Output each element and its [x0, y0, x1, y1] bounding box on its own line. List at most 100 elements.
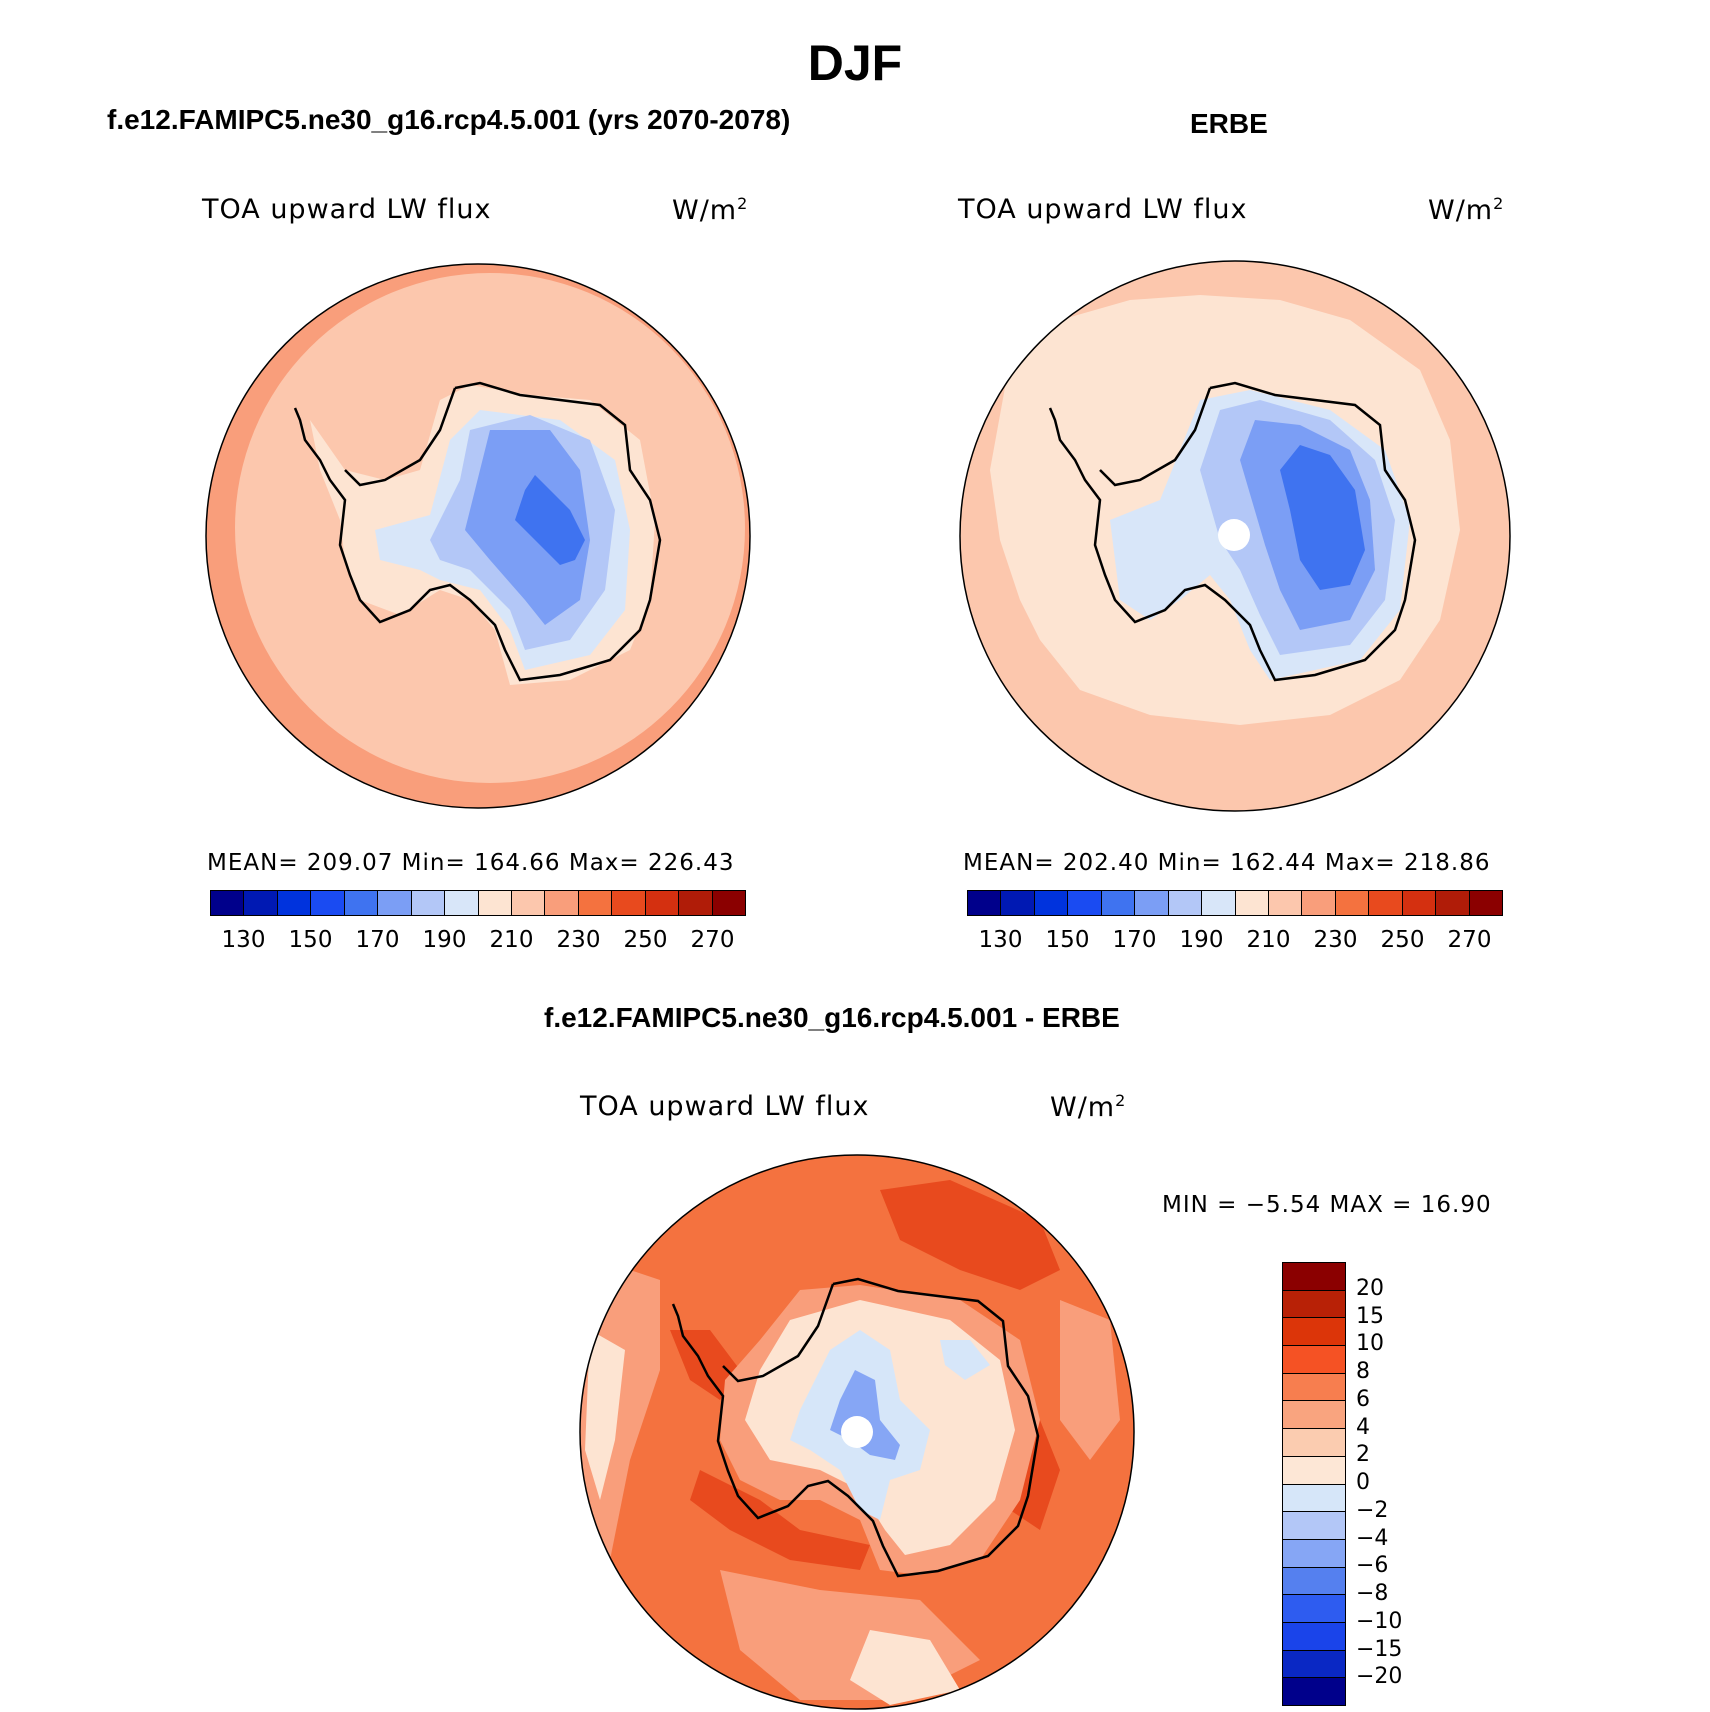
panel-1-colorbar-tick-label: 170: [355, 927, 400, 953]
panel-3-colorbar-swatch: [1283, 1595, 1345, 1623]
panel-3-colorbar-swatch: [1283, 1622, 1345, 1651]
panel-2-colorbar-swatch: [1369, 891, 1403, 915]
panel-3-colorbar-swatch: [1283, 1401, 1345, 1430]
panel-2-colorbar-swatch: [1268, 891, 1303, 915]
panel-3-map-border: [579, 1154, 1135, 1710]
panel-2-map-border: [959, 260, 1511, 812]
panel-1-colorbar: [210, 890, 746, 916]
panel-1-colorbar-tick-label: 190: [422, 927, 467, 953]
panel-2-colorbar-swatch: [1469, 891, 1502, 915]
panel-3-colorbar-swatch: [1283, 1650, 1345, 1679]
panel-3-high-2: [690, 1470, 870, 1570]
panel-3-title: f.e12.FAMIPC5.ne30_g16.rcp4.5.001 - ERBE: [544, 1002, 1120, 1033]
panel-2-colorbar-swatch: [1034, 891, 1069, 915]
panel-2-colorbar-swatch: [968, 891, 1002, 915]
panel-1-colorbar-swatch: [344, 891, 379, 915]
panel-3-colorbar-swatch: [1283, 1678, 1345, 1705]
panel-2-colorbar-labels: 130 150 170 190 210 230 250 270: [967, 927, 1503, 957]
panel-2-colorbar-tick-label: 170: [1112, 927, 1157, 953]
panel-2-stats: MEAN= 202.40 Min= 162.44 Max= 218.86: [963, 850, 1491, 876]
panel-3-colorbar-tick-label: 20: [1356, 1275, 1384, 1301]
panel-1-variable: TOA upward LW flux: [202, 194, 492, 225]
panel-3-low-1: [585, 1330, 625, 1500]
panel-1-colorbar-swatch: [645, 891, 680, 915]
page-title: DJF: [807, 35, 903, 91]
panel-3-colorbar-tick-label: 4: [1356, 1414, 1370, 1440]
panel-2-colorbar-tick-label: 210: [1246, 927, 1291, 953]
panel-3-high-1: [880, 1180, 1060, 1290]
panel-1-colorbar-labels: 130 150 170 190 210 230 250 270: [210, 927, 746, 957]
panel-1-colorbar-swatch: [445, 891, 479, 915]
panel-3-low-2: [850, 1630, 960, 1705]
panel-3-mid-3: [1060, 1300, 1120, 1460]
panel-2-coastline: [1048, 381, 1417, 682]
panel-3-neg-1b: [940, 1340, 990, 1380]
panel-1-colorbar-tick-label: 130: [221, 927, 266, 953]
panel-3-colorbar-swatch: [1283, 1346, 1345, 1374]
panel-2-colorbar-tick-label: 150: [1045, 927, 1090, 953]
panel-3-colorbar-swatch: [1283, 1263, 1345, 1291]
panel-2-pole-hole: [1218, 519, 1250, 551]
panel-2-colorbar-swatch: [1068, 891, 1102, 915]
panel-3-colorbar-tick-label: 2: [1356, 1442, 1370, 1468]
panel-1-colorbar-tick-label: 250: [623, 927, 668, 953]
panel-1-colorbar-tick-label: 230: [556, 927, 601, 953]
panel-3-colorbar-tick-label: −2: [1356, 1497, 1389, 1523]
panel-2-colorbar-swatch: [1135, 891, 1169, 915]
panel-1-colorbar-swatch: [244, 891, 278, 915]
panel-1-colorbar-swatch: [679, 891, 713, 915]
panel-3-colorbar-swatch: [1283, 1539, 1345, 1568]
panel-3-colorbar-swatch: [1283, 1318, 1345, 1347]
panel-2-colorbar-tick-label: 270: [1447, 927, 1492, 953]
panel-1-colorbar-tick-label: 210: [489, 927, 534, 953]
panel-3-colorbar-tick-label: 6: [1356, 1386, 1370, 1412]
panel-3-colorbar-swatch: [1283, 1429, 1345, 1457]
panel-2-colorbar-swatch: [1202, 891, 1236, 915]
panel-2-colorbar-swatch: [1302, 891, 1336, 915]
panel-3-colorbar-tick-label: −15: [1356, 1636, 1403, 1662]
panel-2-colorbar-swatch: [1436, 891, 1470, 915]
panel-3-coastline: [671, 1277, 1040, 1578]
panel-1-colorbar-swatch: [411, 891, 446, 915]
panel-3-colorbar-tick-label: 15: [1356, 1303, 1384, 1329]
panel-3-colorbar-swatch: [1283, 1484, 1345, 1513]
panel-2-colorbar-swatch: [1101, 891, 1136, 915]
panel-3-variable: TOA upward LW flux: [580, 1091, 870, 1122]
panel-1-colorbar-swatch: [545, 891, 579, 915]
panel-1-colorbar-swatch: [511, 891, 546, 915]
panel-3-colorbar-swatch: [1283, 1290, 1345, 1319]
panel-1-colorbar-swatch: [277, 891, 312, 915]
panel-1-ice-4: [515, 475, 585, 565]
panel-2-colorbar-tick-label: 230: [1313, 927, 1358, 953]
panel-2-colorbar: [967, 890, 1503, 916]
panel-1-colorbar-swatch: [311, 891, 345, 915]
panel-3-stats: MIN = −5.54 MAX = 16.90: [1162, 1192, 1492, 1218]
panel-3-pole-hole: [841, 1416, 873, 1448]
panel-1-units: W/m2: [672, 194, 749, 226]
panel-3-colorbar-swatch: [1283, 1456, 1345, 1485]
panel-3-colorbar-tick-label: −10: [1356, 1608, 1403, 1634]
panel-1-colorbar-tick-label: 270: [690, 927, 735, 953]
panel-3-colorbar-swatch: [1283, 1567, 1345, 1596]
panel-3-colorbar: [1282, 1262, 1346, 1706]
panel-3-colorbar-labels: 20 15 10 8 6 4 2 0 −2 −4 −6 −8 −10 −15 −20: [1356, 1262, 1436, 1706]
panel-1-colorbar-swatch: [712, 891, 745, 915]
panel-3-colorbar-tick-label: 10: [1356, 1331, 1384, 1357]
panel-2-variable: TOA upward LW flux: [958, 194, 1248, 225]
panel-3-colorbar-tick-label: 8: [1356, 1359, 1370, 1384]
panel-2-ice-4: [1280, 445, 1365, 590]
panel-3-colorbar-swatch: [1283, 1373, 1345, 1402]
panel-1-colorbar-swatch: [378, 891, 412, 915]
panel-1-map-border: [205, 263, 751, 809]
panel-3-colorbar-tick-label: 0: [1356, 1470, 1370, 1495]
panel-1-colorbar-swatch: [612, 891, 646, 915]
panel-2-colorbar-swatch: [1402, 891, 1437, 915]
panel-1-colorbar-swatch: [478, 891, 512, 915]
panel-3-colorbar-tick-label: −6: [1356, 1553, 1389, 1579]
panel-2-colorbar-swatch: [1335, 891, 1370, 915]
panel-3-colorbar-tick-label: −4: [1356, 1525, 1389, 1551]
panel-2-colorbar-tick-label: 190: [1179, 927, 1224, 953]
